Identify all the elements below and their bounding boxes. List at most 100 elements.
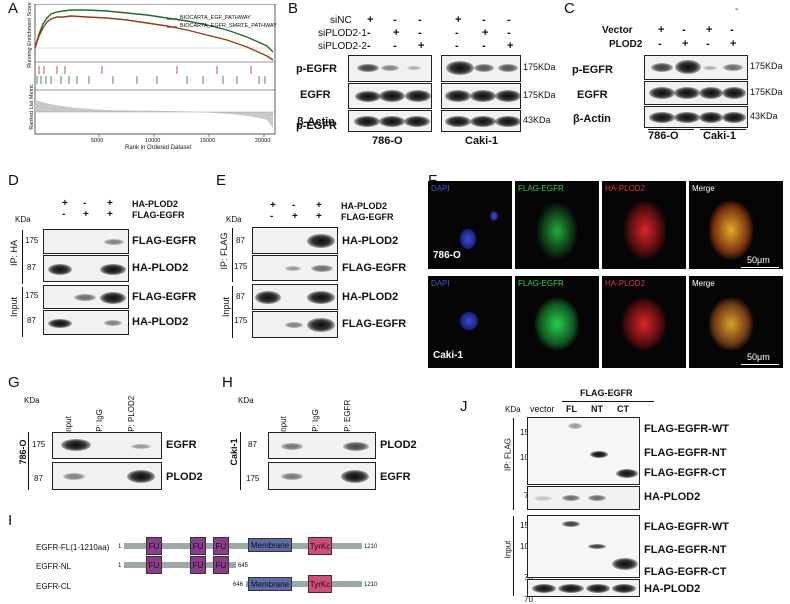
blot-label: FLAG-EGFR-CT (644, 467, 727, 479)
fu-domain: FU (190, 537, 206, 555)
blot-b-786-actin (348, 110, 432, 132)
sign-cell: + (682, 38, 689, 50)
construct-name: EGFR-NL (36, 562, 72, 571)
group-label: Input (9, 296, 19, 318)
blot-label: PLOD2 (166, 471, 203, 483)
construct-end: 645 (238, 563, 249, 569)
blot-j-input (527, 515, 640, 578)
sign-cell: - (393, 14, 397, 26)
mw-marker: 175 (25, 291, 39, 300)
sign-cell: + (107, 209, 113, 220)
mw-marker: 87 (27, 316, 36, 325)
mw-marker: 87 (236, 292, 245, 301)
blot-label: FLAG-EGFR-NT (644, 544, 727, 556)
mw-marker: 87 (34, 474, 43, 483)
mw-label: 175KDa (750, 87, 783, 97)
cell-divider (700, 129, 746, 130)
sign-cell: - (682, 24, 686, 36)
if-786-dapi: DAPI (428, 181, 512, 269)
blot-h-egfr (268, 462, 376, 490)
row-label: FLAG-EGFR (132, 210, 185, 220)
mw-marker: 175 (246, 474, 260, 483)
membrane-domain: Membrane (248, 538, 292, 552)
panel-label-d: D (8, 172, 19, 189)
group-label: Input (221, 296, 231, 318)
mw-marker: 87 (236, 236, 245, 245)
sign-cell: - (482, 40, 486, 52)
mw-marker: 175 (234, 262, 248, 271)
sign-cell: - (62, 209, 66, 220)
mw-marker: 175 (25, 236, 39, 245)
blot-label-actin: β-Actin (297, 116, 335, 128)
blot-label: FLAG-EGFR (132, 235, 197, 247)
blot-b-caki-actin (441, 110, 521, 132)
mw-marker: 87 (27, 263, 36, 272)
blot-label: EGFR (166, 439, 197, 451)
sign-cell: - (507, 27, 511, 39)
scale-label: 50μm (747, 352, 770, 362)
gsea-xtick: 20000 (255, 138, 271, 144)
blot-b-786-egfr (348, 83, 432, 109)
row-label: siPLOD2-2 (318, 41, 367, 52)
mw-marker: 150 (520, 428, 533, 437)
blot-label: HA-PLOD2 (342, 291, 399, 303)
sign-cell: + (658, 24, 665, 36)
mw-marker: 87 (248, 440, 257, 449)
sign-cell: - (83, 198, 87, 209)
blot-label: EGFR (577, 89, 608, 101)
blot-label: FLAG-EGFR-NT (644, 447, 727, 459)
sign-cell: + (393, 27, 400, 39)
construct-bar (124, 543, 362, 549)
gsea-legend-egf: BIOCARTA_EGF_PATHWAY (180, 15, 251, 21)
sign-cell: - (393, 40, 397, 52)
sign-cell: - (706, 38, 710, 50)
blot-label: FLAG-EGFR (342, 262, 407, 274)
cell-label: 786-O (18, 439, 28, 465)
gsea-ylabel-top: Running Enrichment Score (26, 2, 33, 68)
group-label: IP: FLAG (503, 438, 513, 471)
row-label: siNC (330, 15, 352, 26)
sign-cell: - (658, 38, 662, 50)
blot-label: PLOD2 (380, 439, 417, 451)
sign-cell: + (507, 40, 514, 52)
kda-label: KDa (238, 396, 254, 405)
mw-label: 43KDa (750, 111, 778, 121)
fu-domain: FU (190, 556, 206, 574)
blot-label: EGFR (300, 89, 331, 101)
blot-d-4 (43, 310, 129, 335)
gsea-xtick: 15000 (200, 138, 216, 144)
row-label: PLOD2 (609, 39, 643, 50)
blot-j-input-ha (527, 579, 640, 597)
blot-j-ip (527, 417, 640, 485)
panel-label-a: A (8, 0, 19, 17)
blot-e-1 (252, 227, 338, 254)
mw-marker: 175 (32, 440, 46, 449)
gsea-xtick: 5000 (91, 138, 104, 144)
sign-cell: + (367, 14, 374, 26)
channel-label: FLAG-EGFR (518, 279, 564, 288)
gsea-plot: BIOCARTA_EGF_PATHWAY BIOCARTA_EGFR_SMRTE… (26, 2, 279, 151)
blot-label: FLAG-EGFR (342, 318, 407, 330)
channel-label: Merge (692, 279, 715, 288)
channel-label: DAPI (431, 184, 450, 193)
blot-h-plod2 (268, 432, 376, 459)
blot-label: β-Actin (573, 113, 611, 125)
fu-domain: FU (213, 537, 229, 555)
channel-label: FLAG-EGFR (518, 184, 564, 193)
kda-label: KDa (505, 405, 521, 414)
panel-label-i: I (8, 512, 13, 529)
fu-domain: FU (213, 556, 229, 574)
mw-marker: 175 (234, 316, 248, 325)
if-786-merge: Merge 50μm (689, 181, 783, 269)
if-caki-merge: Merge 50μm (689, 276, 783, 368)
channel-label: HA-PLOD2 (605, 184, 646, 193)
gsea-svg (34, 3, 276, 137)
sign-cell: + (62, 198, 68, 209)
panel-label-j: J (460, 398, 468, 415)
sign-cell: + (83, 209, 89, 220)
panel-label-h: H (222, 374, 233, 391)
scale-label: 50μm (747, 255, 770, 265)
cell-label: Caki-1 (433, 350, 464, 361)
construct-end: 1210 (364, 544, 378, 550)
row-label: HA-PLOD2 (341, 201, 388, 211)
